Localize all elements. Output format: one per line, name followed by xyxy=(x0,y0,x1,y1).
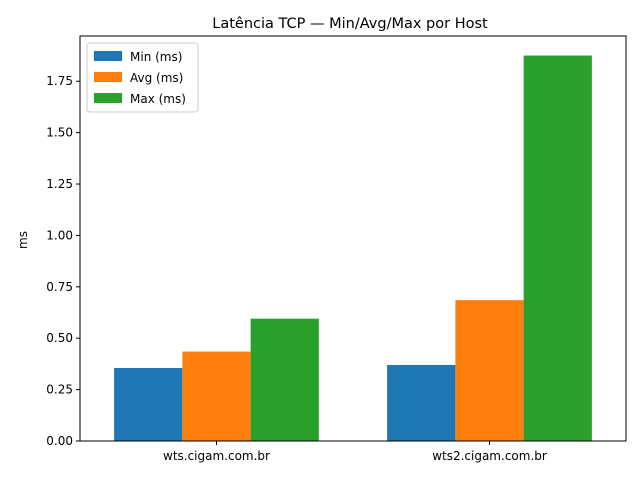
axes-frame xyxy=(79,35,627,442)
bar xyxy=(250,318,319,441)
legend-swatch xyxy=(94,72,122,82)
bar xyxy=(523,55,592,441)
y-tick-label: 1.50 xyxy=(46,126,73,140)
legend-label: Min (ms) xyxy=(130,50,182,64)
bar xyxy=(114,368,183,441)
y-tick-label: 0.50 xyxy=(46,331,73,345)
y-tick-label: 0.00 xyxy=(46,434,73,448)
legend-label: Max (ms) xyxy=(130,92,186,106)
legend-swatch xyxy=(94,93,122,103)
bar xyxy=(182,351,251,441)
bar xyxy=(387,364,456,441)
plot-area: 0.00 0.25 0.50 0.75 1.00 1.25 1.50 1.75 wts.ciga… xyxy=(46,35,627,463)
legend-swatch xyxy=(94,51,122,61)
legend-label: Avg (ms) xyxy=(130,71,183,85)
y-tick-label: 1.00 xyxy=(46,228,73,242)
x-tick-label: wts.cigam.com.br xyxy=(163,449,270,463)
y-tick-label: 1.75 xyxy=(46,74,73,88)
y-axis-label: ms xyxy=(16,231,30,249)
chart-title: Latência TCP — Min/Avg/Max por Host xyxy=(212,16,488,32)
bar xyxy=(455,300,524,441)
y-tick-label: 0.75 xyxy=(46,280,73,294)
y-tick-label: 1.25 xyxy=(46,177,73,191)
x-tick-label: wts2.cigam.com.br xyxy=(432,449,547,463)
y-tick-label: 0.25 xyxy=(46,383,73,397)
